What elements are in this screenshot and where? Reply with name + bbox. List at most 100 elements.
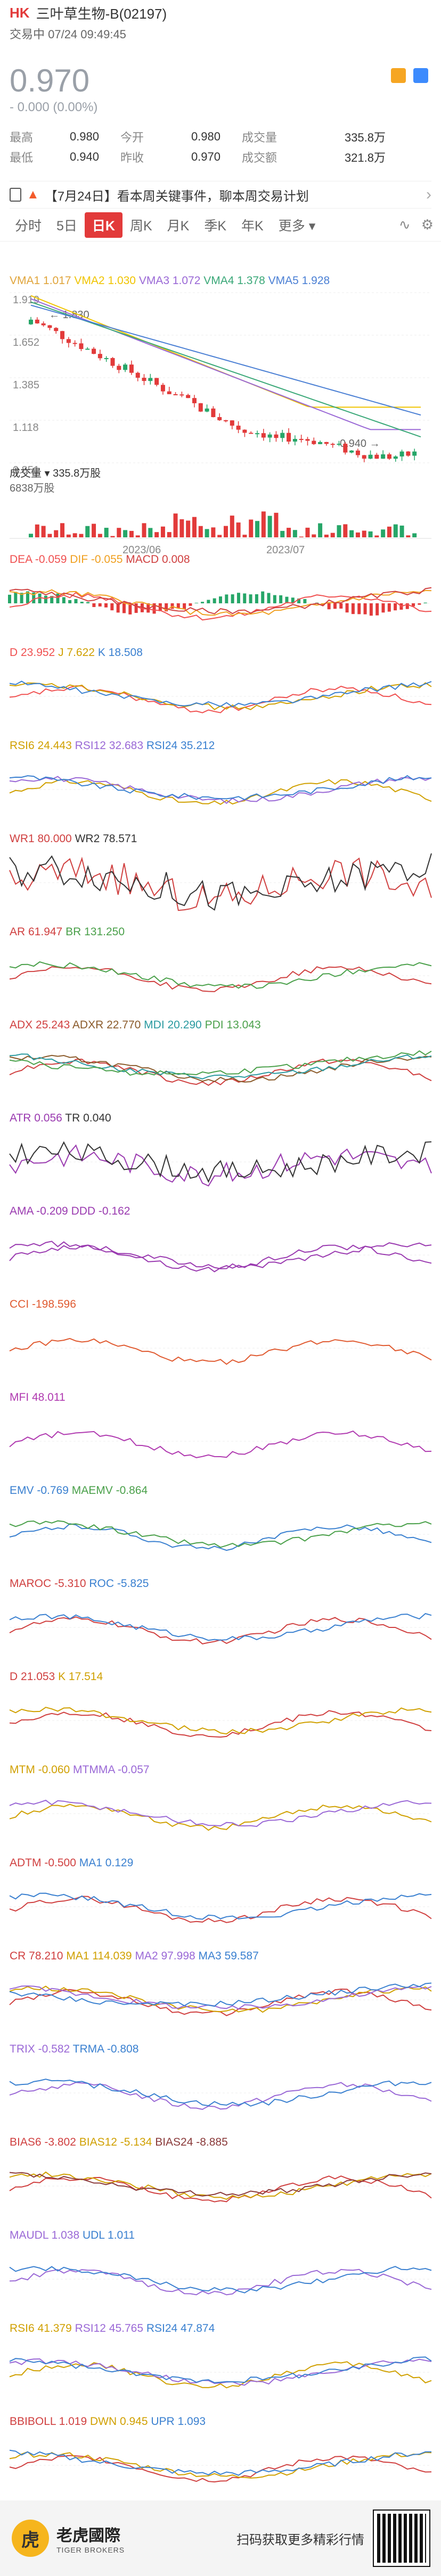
indicator-value: D 23.952 (10, 646, 59, 659)
qr-code[interactable] (373, 2509, 430, 2567)
candle-body (261, 433, 266, 438)
tab-more[interactable]: 更多 (271, 212, 323, 238)
indicator-value: MTMMA -0.057 (73, 1764, 150, 1776)
candle-body (274, 434, 279, 438)
volume-bar (179, 519, 184, 537)
indicator-line (9, 2449, 431, 2476)
macd-bar (189, 603, 192, 606)
candle-body (205, 408, 209, 412)
candle-body (66, 339, 71, 343)
macd-bar (243, 593, 247, 603)
indicator-roc[interactable]: MAROC -5.310 ROC -5.825 (0, 1577, 441, 1665)
volume-max-label: 6838万股 (10, 483, 55, 494)
indicator-value: TR 0.040 (65, 1112, 111, 1124)
indicator-plot (9, 1241, 432, 1273)
news-text: 【7月24日】看本周关键事件，聊本周交易计划 (44, 189, 309, 204)
indicator-value: K 17.514 (58, 1671, 103, 1683)
macd-bar (297, 599, 301, 603)
macd-bar (357, 603, 361, 614)
volume-bar (104, 528, 109, 537)
indicator-line (9, 961, 432, 989)
volume-bar (381, 529, 386, 537)
volume-bar (29, 534, 33, 537)
share-icon[interactable] (413, 68, 428, 83)
tab-5day[interactable]: 5日 (56, 218, 77, 234)
indicator-line (9, 1520, 432, 1548)
candle-body (387, 454, 391, 459)
tab-weekly[interactable]: 周K (129, 218, 152, 234)
indicator-mfi[interactable]: MFI 48.011 (0, 1391, 441, 1478)
indicator-bias[interactable]: BIAS6 -3.802 BIAS12 -5.134 BIAS24 -8.885 (0, 2136, 441, 2223)
macd-bar (387, 603, 391, 612)
ma-line (30, 295, 421, 408)
indicator-emv[interactable]: EMV -0.769 MAEMV -0.864 (0, 1484, 441, 1572)
indicator-value: DIF -0.055 (70, 553, 126, 566)
indicator-cr[interactable]: CR 78.210 MA1 114.039 MA2 97.998 MA3 59.… (0, 1950, 441, 2037)
volume-bar (324, 534, 329, 537)
candle-body (97, 354, 102, 359)
tab-monthly[interactable]: 月K (167, 218, 190, 234)
indicator-plot (9, 1613, 432, 1644)
volume-bar (47, 534, 52, 537)
indicator-legend: ADX 25.243 ADXR 22.770 MDI 20.290 PDI 13… (0, 1019, 441, 1032)
indicator-value: ADX 25.243 (10, 1019, 72, 1031)
candle-body (148, 378, 153, 381)
indicator-dmi[interactable]: ADX 25.243 ADXR 22.770 MDI 20.290 PDI 13… (0, 1019, 441, 1106)
tab-minute[interactable]: 分时 (15, 218, 42, 234)
macd-bar (345, 603, 349, 613)
indicator-line (9, 2455, 432, 2483)
indicator-maudl[interactable]: MAUDL 1.038 UDL 1.011 (0, 2229, 441, 2316)
volume-bar (349, 530, 354, 537)
indicator-line (9, 1430, 432, 1458)
stat-value: 321.8万 (344, 151, 386, 164)
macd-bar (165, 603, 168, 612)
macd-bar (44, 595, 47, 603)
indicator-wr[interactable]: WR1 80.000 WR2 78.571 (0, 833, 441, 920)
candle-body (236, 426, 241, 430)
tab-daily[interactable]: 日K (84, 212, 123, 238)
indicator-value: RSI12 45.765 (75, 2322, 146, 2334)
volume-bar (312, 534, 316, 537)
indicator-value: BR 131.250 (66, 926, 125, 938)
footer-banner: 虎 老虎國際 TIGER BROKERS 扫码获取更多精彩行情 (0, 2500, 441, 2576)
indicator-line (9, 853, 432, 911)
indicator-trix[interactable]: TRIX -0.582 TRMA -0.808 (0, 2043, 441, 2130)
indicator-value: MA3 59.587 (198, 1950, 259, 1962)
indicator-arbr[interactable]: AR 61.947 BR 131.250 (0, 926, 441, 1013)
indicator-rsi1[interactable]: RSI6 24.443 RSI12 32.683 RSI24 35.212 (0, 739, 441, 827)
indicator-line (9, 2266, 432, 2294)
indicator-kdj[interactable]: D 23.952 J 7.622 K 18.508 (0, 646, 441, 734)
macd-bar (219, 596, 222, 603)
tab-quarterly[interactable]: 季K (204, 218, 227, 234)
indicator-ama[interactable]: AMA -0.209 DDD -0.162 (0, 1205, 441, 1292)
candle-body (72, 343, 77, 344)
indicator-legend: CCI -198.596 (0, 1298, 441, 1311)
indicator-mtm[interactable]: MTM -0.060 MTMMA -0.057 (0, 1764, 441, 1851)
indicator-rsi2[interactable]: RSI6 41.379 RSI12 45.765 RSI24 47.874 (0, 2322, 441, 2409)
macd-bar (236, 593, 240, 603)
settings-icon[interactable]: ⚙ (421, 217, 434, 232)
indicator-macd[interactable]: DEA -0.059 DIF -0.055 MACD 0.008 (0, 553, 441, 641)
news-banner[interactable]: ▲ 【7月24日】看本周关键事件，聊本周交易计划 › (10, 181, 431, 209)
indicator-bbi[interactable]: BBIBOLL 1.019 DWN 0.945 UPR 1.093 (0, 2415, 441, 2503)
tab-yearly[interactable]: 年K (241, 218, 264, 234)
indicator-line (9, 1710, 432, 1738)
rss-icon[interactable] (391, 68, 406, 83)
indicator-adtm[interactable]: ADTM -0.500 MA1 0.129 (0, 1857, 441, 1944)
macd-bar (267, 593, 271, 603)
kline-chart[interactable]: VMA1 1.017 VMA2 1.030 VMA3 1.072 VMA4 1.… (0, 275, 441, 559)
macd-bar (381, 603, 385, 613)
indicator-line (9, 1244, 432, 1273)
indicator-value: UDL 1.011 (82, 2229, 135, 2241)
indicator-br[interactable]: D 21.053 K 17.514 (0, 1671, 441, 1758)
indicator-value: ADXR 22.770 (72, 1019, 144, 1031)
volume-bar (211, 527, 216, 537)
indicator-value: MFI 48.011 (10, 1391, 66, 1403)
quote-stats: 最高 0.980 今开 0.980 成交量 335.8万 最低 0.940 昨收… (0, 127, 441, 173)
indicator-cci[interactable]: CCI -198.596 (0, 1298, 441, 1385)
candle-body (267, 434, 272, 438)
indicator-value: MAUDL 1.038 (10, 2229, 83, 2241)
indicator-atr[interactable]: ATR 0.056 TR 0.040 (0, 1112, 441, 1199)
chart-type-icon[interactable]: ∿ (398, 217, 411, 232)
